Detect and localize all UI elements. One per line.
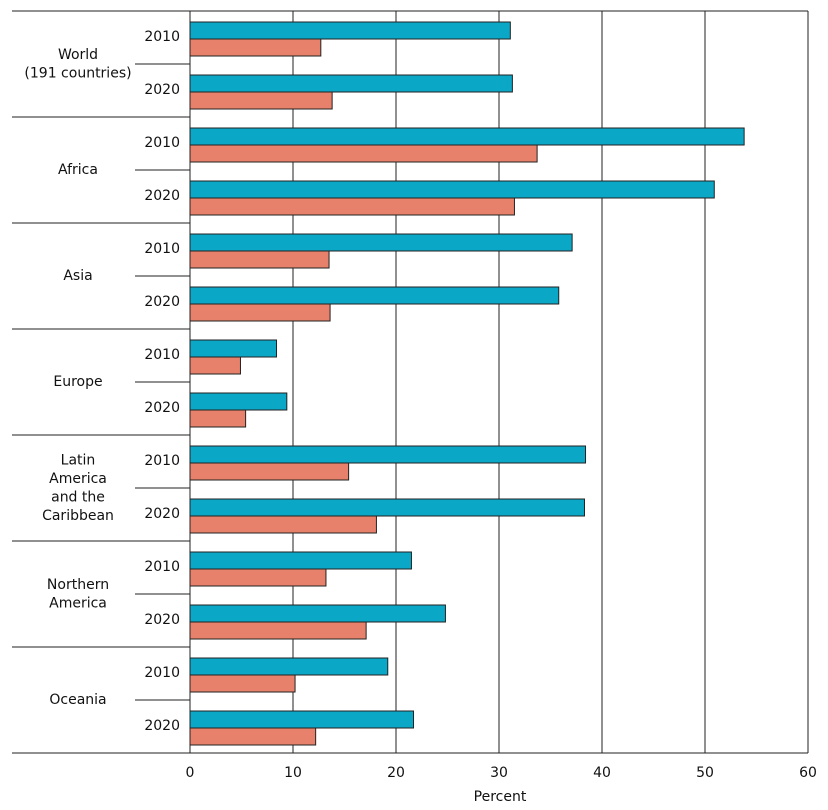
bar (189, 127, 745, 146)
group-label: (191 countries) (24, 65, 131, 81)
bar (189, 498, 585, 517)
x-tick-label: 0 (186, 765, 195, 781)
bar (189, 197, 515, 216)
group-label: Northern (47, 577, 109, 593)
bar (189, 621, 367, 640)
bar (189, 462, 350, 481)
bar (189, 339, 278, 358)
bar (189, 674, 296, 693)
bar (189, 604, 446, 623)
y-tick-label: 2020 (144, 506, 180, 522)
bar (189, 356, 241, 375)
group-label: Africa (58, 162, 98, 178)
group-label: Latin (61, 452, 96, 468)
bar (189, 392, 288, 411)
x-tick-label: 30 (490, 765, 508, 781)
y-tick-label: 2020 (144, 82, 180, 98)
bar (189, 91, 333, 110)
bar (189, 286, 560, 305)
group-label: Oceania (49, 692, 106, 708)
bar (189, 710, 415, 729)
y-tick-label: 2020 (144, 718, 180, 734)
y-tick-label: 2020 (144, 294, 180, 310)
y-tick-label: 2010 (144, 559, 180, 575)
y-tick-label: 2010 (144, 241, 180, 257)
bar (189, 144, 538, 163)
group-label: Europe (53, 374, 102, 390)
y-tick-label: 2020 (144, 612, 180, 628)
y-tick-label: 2010 (144, 665, 180, 681)
y-tick-label: 2010 (144, 135, 180, 151)
y-tick-label: 2010 (144, 29, 180, 45)
x-tick-label: 60 (799, 765, 817, 781)
x-tick-label: 40 (593, 765, 611, 781)
y-tick-label: 2010 (144, 347, 180, 363)
group-label: America (49, 595, 107, 611)
x-axis-label: Percent (474, 789, 527, 805)
bar (189, 38, 322, 57)
group-label: and the (51, 489, 105, 505)
bar (189, 657, 389, 676)
bar (189, 568, 327, 587)
bar (189, 515, 377, 534)
bar (189, 727, 317, 746)
group-label: America (49, 471, 107, 487)
group-label: Asia (63, 268, 92, 284)
bar (189, 21, 511, 40)
group-label: Caribbean (42, 508, 114, 524)
bar (189, 303, 331, 322)
y-tick-label: 2020 (144, 188, 180, 204)
bar (189, 233, 573, 252)
group-label: World (58, 47, 98, 63)
x-tick-label: 10 (284, 765, 302, 781)
bar (189, 551, 412, 570)
bar (189, 250, 330, 269)
bar (189, 74, 513, 93)
y-tick-label: 2020 (144, 400, 180, 416)
bar (189, 445, 587, 464)
bar (189, 180, 715, 199)
x-tick-label: 50 (696, 765, 714, 781)
y-tick-label: 2010 (144, 453, 180, 469)
x-tick-label: 20 (387, 765, 405, 781)
bar (189, 409, 247, 428)
